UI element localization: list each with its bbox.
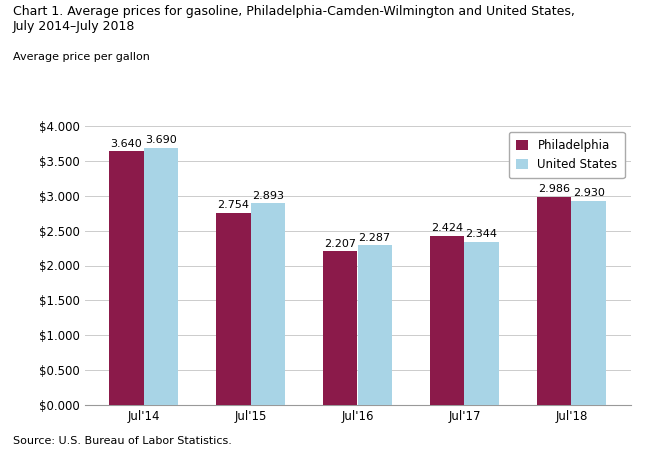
Text: 2.754: 2.754 [217,200,250,211]
Text: Average price per gallon: Average price per gallon [13,52,150,62]
Text: 2.344: 2.344 [465,229,498,239]
Bar [430,236,465,405]
Bar [109,151,144,405]
Bar [323,251,358,405]
Text: 2.986: 2.986 [538,184,570,194]
Text: 2.893: 2.893 [252,191,283,201]
Text: 2.930: 2.930 [573,188,604,198]
Bar [144,148,178,405]
Bar [465,242,499,405]
Legend: Philadelphia, United States: Philadelphia, United States [509,132,625,178]
Text: July 2014–July 2018: July 2014–July 2018 [13,20,135,33]
Bar [537,197,571,405]
Text: 3.640: 3.640 [111,139,142,148]
Bar [358,246,392,405]
Bar [571,201,606,405]
Text: 3.690: 3.690 [145,135,177,145]
Bar [216,213,250,405]
Text: 2.207: 2.207 [324,238,356,248]
Text: 2.287: 2.287 [359,233,391,243]
Text: 2.424: 2.424 [432,224,463,234]
Text: Source: U.S. Bureau of Labor Statistics.: Source: U.S. Bureau of Labor Statistics. [13,436,232,446]
Bar [250,203,285,405]
Text: Chart 1. Average prices for gasoline, Philadelphia-Camden-Wilmington and United : Chart 1. Average prices for gasoline, Ph… [13,4,575,18]
